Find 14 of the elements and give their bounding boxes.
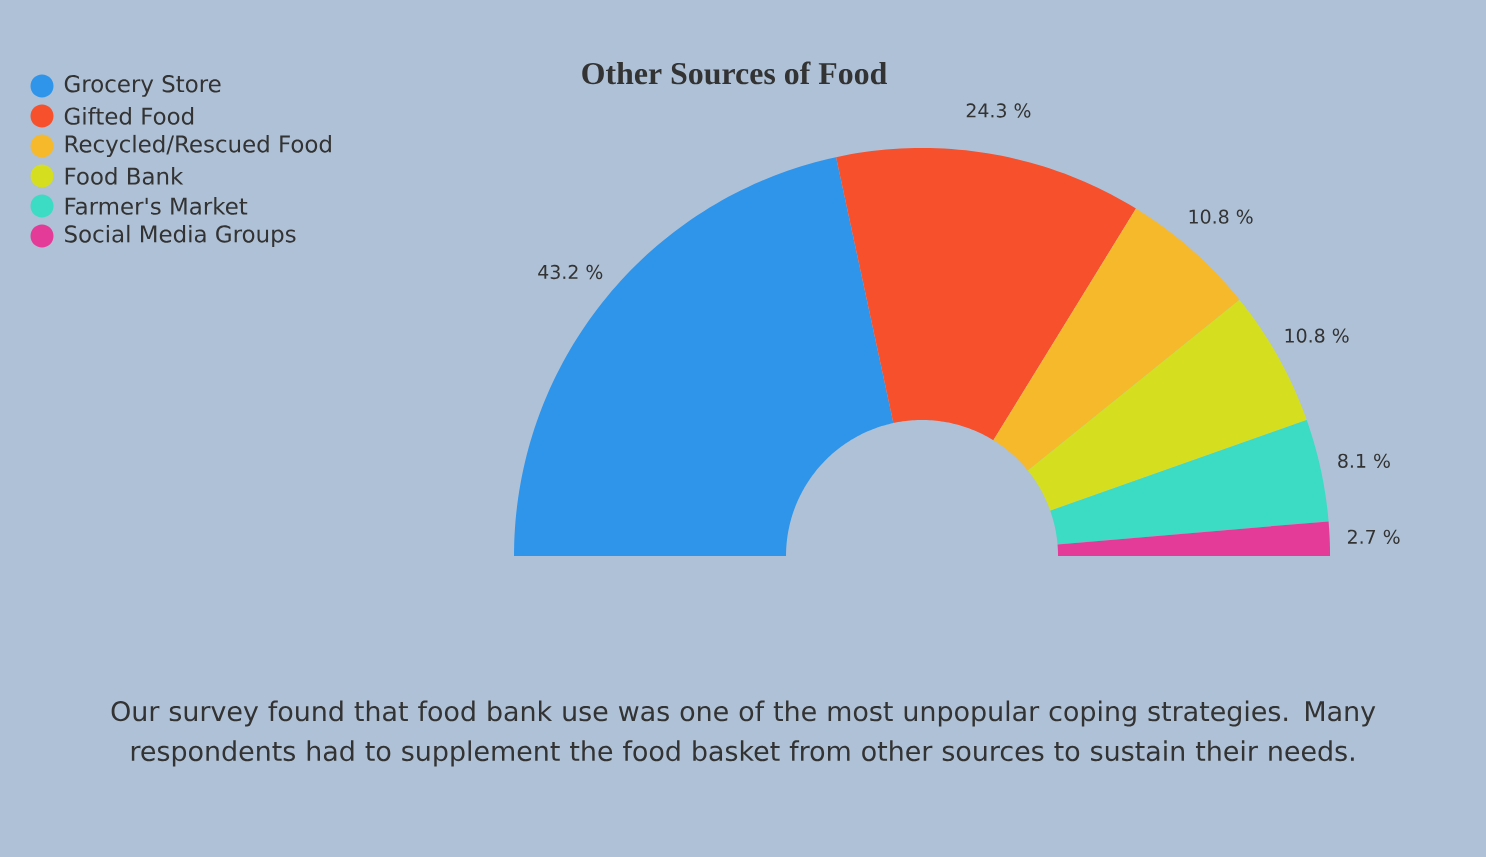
legend-label: Social Media Groups xyxy=(65,224,296,248)
legend-label: Food Bank xyxy=(65,167,184,185)
data-label: 24.3 % xyxy=(966,103,1031,118)
legend-label: Grocery Store xyxy=(64,75,221,97)
data-label: 43.2 % xyxy=(538,264,603,280)
data-label: 8.1 % xyxy=(1338,453,1390,468)
data-label: 10.8 % xyxy=(1285,328,1349,343)
legend-label: Recycled/Rescued Food xyxy=(65,134,331,158)
text: Our survey found that food bank use was one of the most unpopular coping strategies. Many respondents had to supplement the food basket from other sources to sustain their needs. xyxy=(111,700,1376,767)
legend-label: Gifted Food xyxy=(64,107,194,125)
data-label: 2.7 % xyxy=(1347,529,1400,544)
chart-title: Other Sources of Food xyxy=(582,61,887,85)
data-label: 10.8 % xyxy=(1189,209,1253,224)
legend-label: Farmer's Market xyxy=(65,197,248,215)
